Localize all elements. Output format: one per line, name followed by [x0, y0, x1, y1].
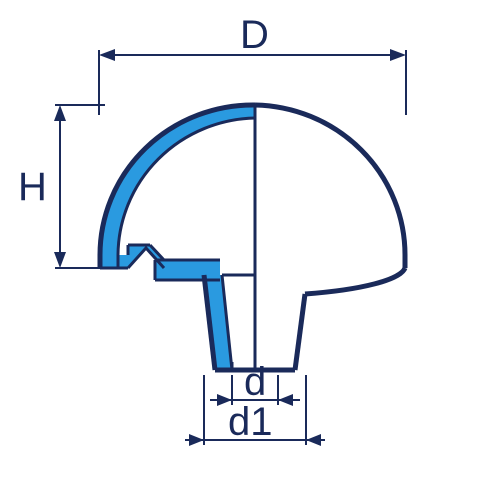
dimension-D: D: [99, 13, 406, 115]
label-H: H: [18, 165, 47, 209]
dimension-H: H: [18, 105, 105, 268]
technical-diagram: D H d d1: [0, 0, 500, 500]
part-outline: [100, 105, 405, 370]
label-d1: d1: [228, 400, 273, 444]
label-D: D: [240, 13, 269, 57]
